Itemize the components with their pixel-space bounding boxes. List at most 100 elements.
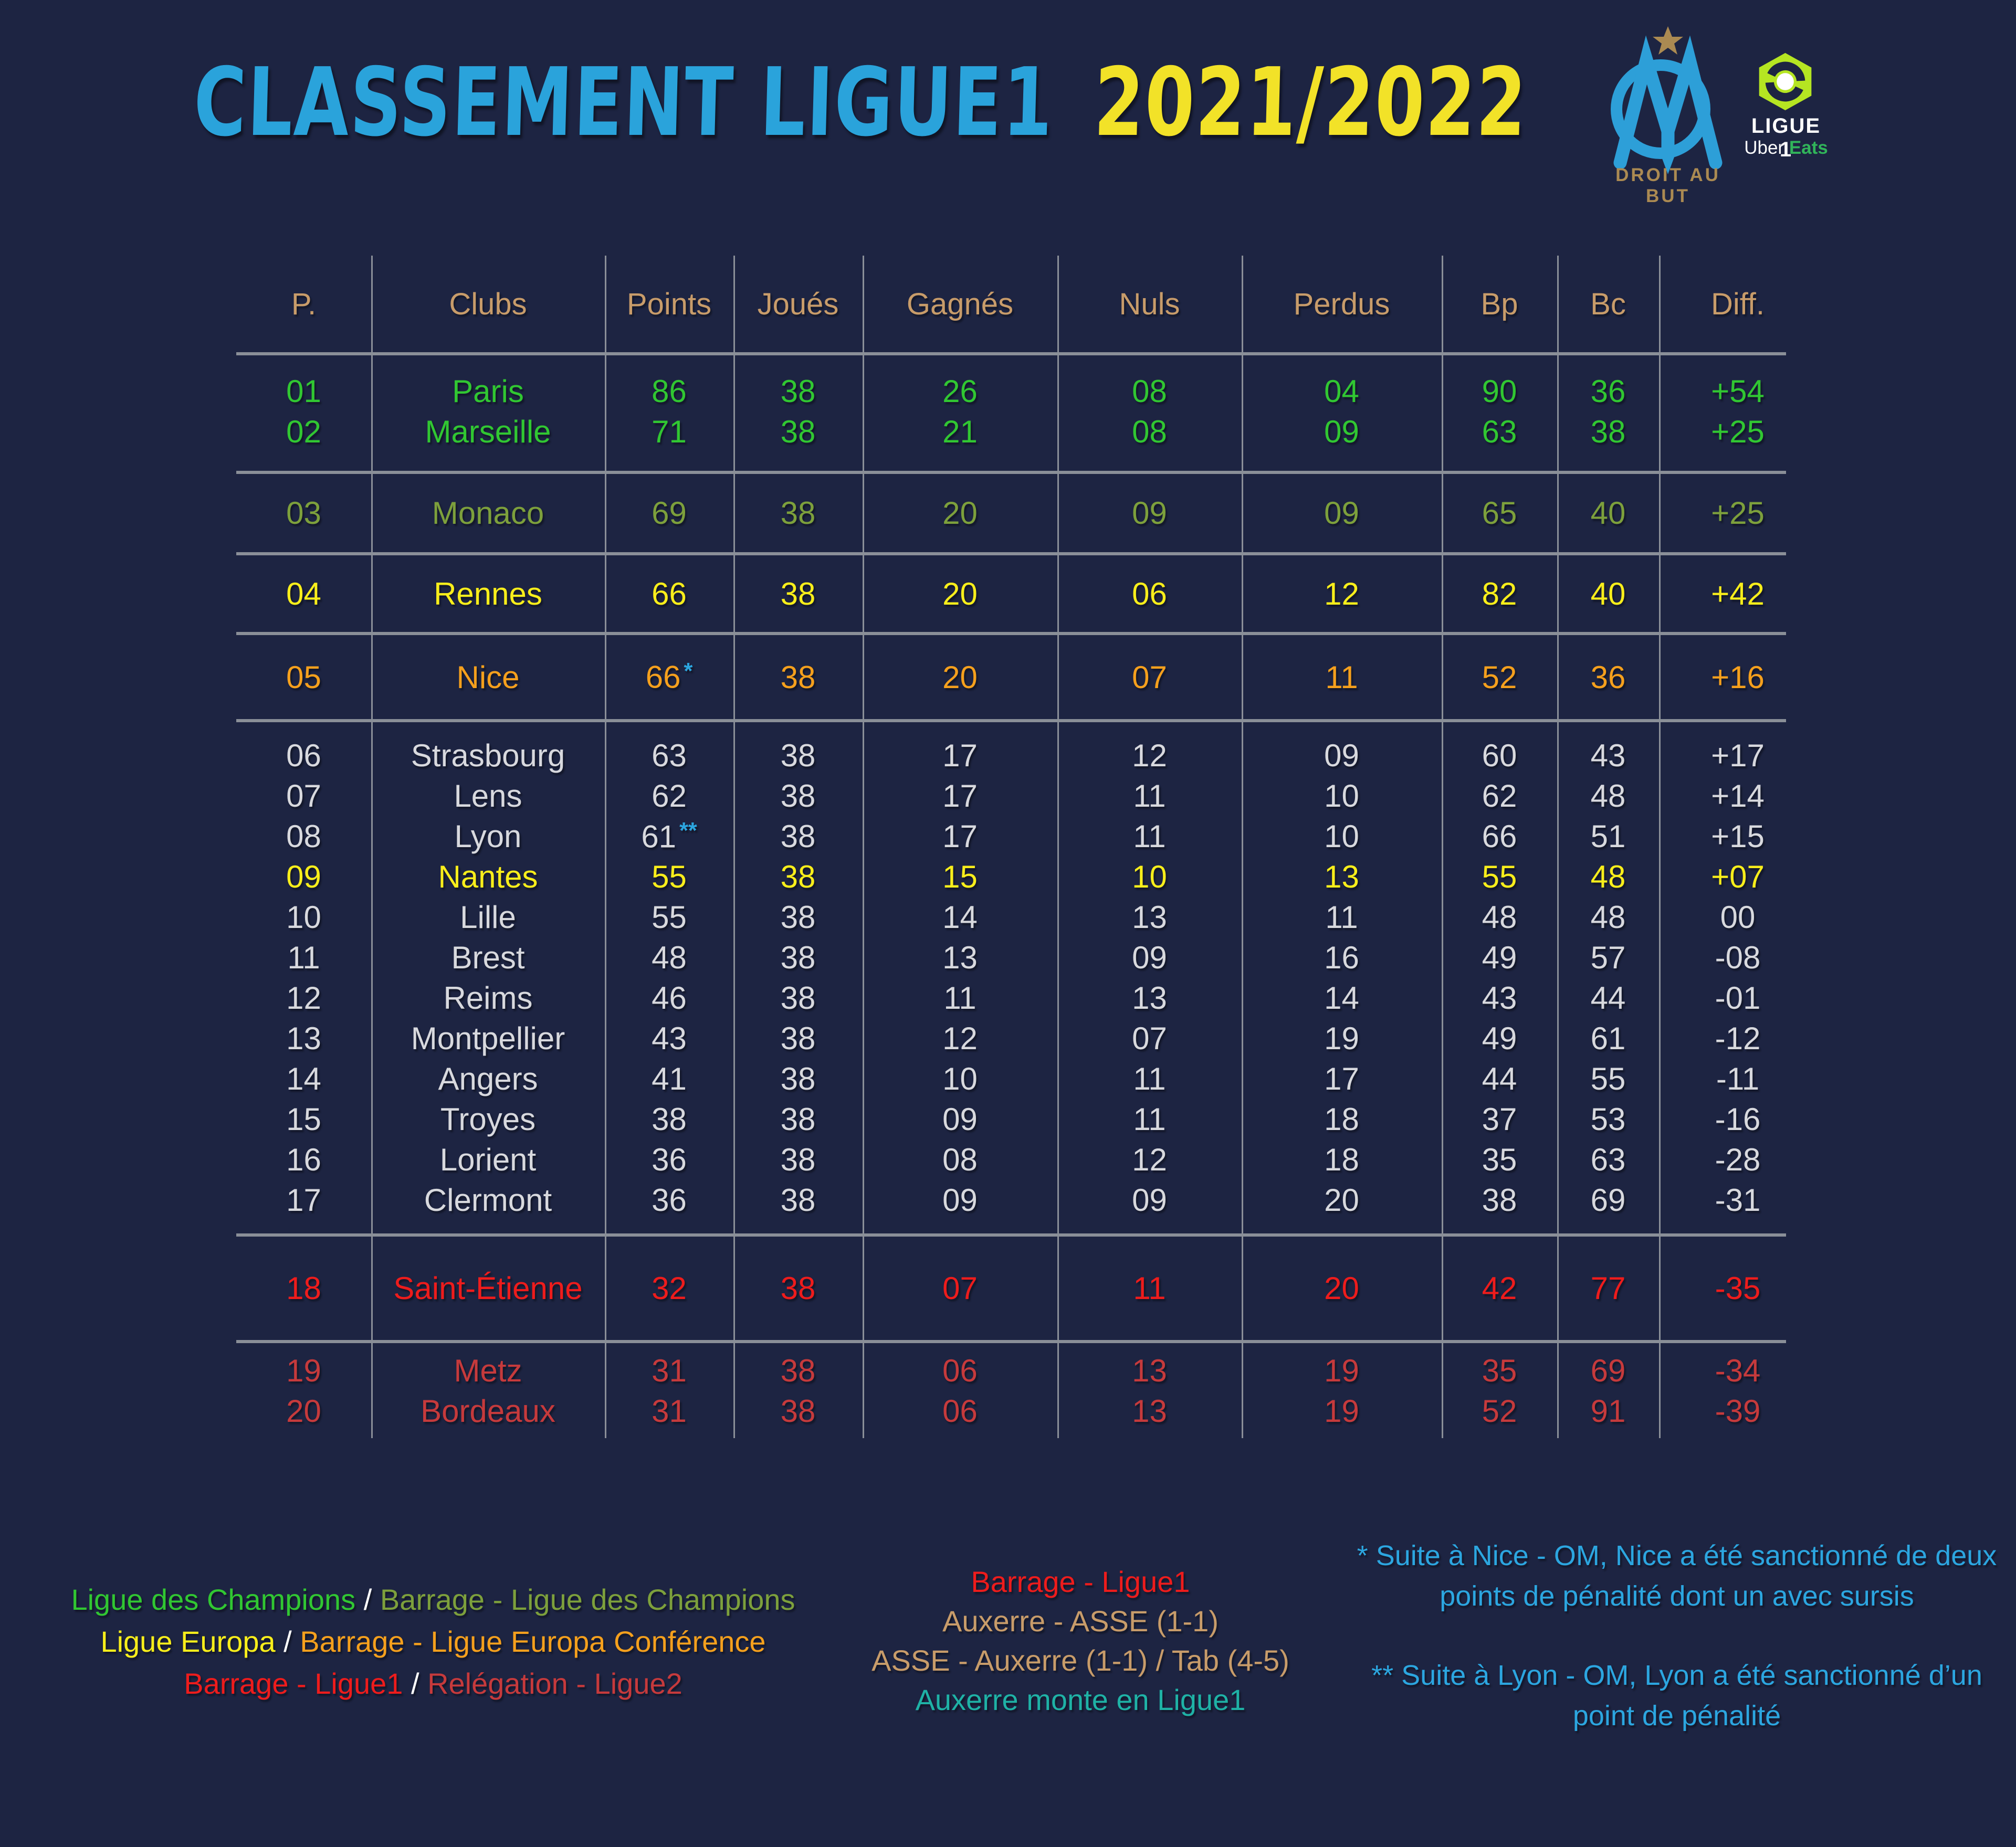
cell-bp: 49 (1482, 1021, 1517, 1056)
playoff-result: Auxerre monte en Ligue1 (915, 1683, 1246, 1716)
cell-nuls: 10 (1132, 859, 1167, 894)
uber-eats-wordmark: Uber Eats (1741, 138, 1831, 159)
column-divider (371, 256, 373, 1438)
header-pos: P. (291, 287, 317, 321)
cell-points: 63 (652, 738, 687, 773)
page-title-main: CLASSEMENT LIGUE1 (192, 48, 1055, 158)
table-row: 05 Nice 66 * 38 20 07 11 52 36 +16 (236, 657, 1816, 698)
cell-points: 61 ** (641, 818, 697, 854)
om-logo (1611, 26, 1723, 174)
header-points: Points (626, 287, 712, 321)
column-divider (605, 256, 606, 1438)
cell-nuls: 11 (1133, 1102, 1166, 1137)
cell-bc: 44 (1590, 980, 1626, 1016)
cell-bp: 60 (1482, 738, 1517, 773)
cell-pos: 01 (286, 374, 321, 409)
cell-points: 66 (652, 576, 687, 611)
header-nuls: Nuls (1119, 287, 1180, 321)
cell-perdus: 10 (1324, 778, 1359, 814)
cell-nuls: 12 (1132, 1142, 1167, 1177)
cell-joues: 38 (780, 980, 816, 1016)
cell-pos: 18 (286, 1271, 321, 1306)
uber-word: Uber (1744, 138, 1784, 158)
column-divider (863, 256, 864, 1438)
table-row: 14 Angers 41 38 10 11 17 44 55 -11 (236, 1059, 1816, 1099)
table-zone-ligue-europa: 04 Rennes 66 38 20 06 12 82 40 +42 (236, 555, 1816, 632)
table-row: 17 Clermont 36 38 09 09 20 38 69 -31 (236, 1180, 1816, 1220)
cell-gagnes: 20 (942, 659, 978, 695)
header-bp: Bp (1480, 287, 1518, 321)
cell-perdus: 17 (1324, 1061, 1359, 1096)
row-divider (236, 352, 1786, 355)
cell-pos: 14 (286, 1061, 321, 1096)
table-zone-ligue-des-champions: 01 Paris 86 38 26 08 04 90 36 +54 02 Marseille 71 38 2… (236, 352, 1816, 471)
cell-joues: 38 (780, 900, 816, 935)
cell-points: 46 (652, 980, 687, 1016)
cell-nuls: 12 (1132, 738, 1167, 773)
cell-nuls: 11 (1133, 819, 1166, 854)
cell-points: 32 (652, 1271, 687, 1306)
column-divider (1659, 256, 1661, 1438)
cell-club: Strasbourg (411, 738, 565, 773)
cell-bp: 49 (1482, 940, 1517, 975)
cell-diff: -39 (1715, 1393, 1761, 1429)
cell-bp: 52 (1482, 659, 1517, 695)
cell-bp: 65 (1482, 495, 1517, 531)
table-row: 03 Monaco 69 38 20 09 09 65 40 +25 (236, 493, 1816, 533)
cell-bp: 48 (1482, 900, 1517, 935)
cell-bc: 77 (1590, 1271, 1626, 1306)
cell-pos: 05 (286, 659, 321, 695)
row-divider (236, 1233, 1786, 1237)
cell-gagnes: 12 (942, 1021, 978, 1056)
cell-pos: 10 (286, 900, 321, 935)
table-header-row: P. Clubs Points Joués Gagnés Nuls Perdus… (236, 256, 1816, 352)
cell-diff: +14 (1711, 778, 1765, 814)
cell-nuls: 13 (1132, 1393, 1167, 1429)
cell-bp: 35 (1482, 1353, 1517, 1388)
cell-joues: 38 (780, 819, 816, 854)
cell-joues: 38 (780, 374, 816, 409)
cell-club: Lens (454, 778, 522, 814)
cell-pos: 20 (286, 1393, 321, 1429)
legend-line: Barrage - Ligue1 / Relégation - Ligue2 (32, 1663, 835, 1705)
cell-joues: 38 (780, 414, 816, 449)
table-zone-barrage-ligue1: 18 Saint-Étienne 32 38 07 11 20 42 77 -35 (236, 1237, 1816, 1340)
cell-pos: 15 (286, 1102, 321, 1137)
cell-diff: +16 (1711, 659, 1765, 695)
cell-club: Brest (451, 940, 525, 975)
cell-club: Lille (460, 900, 516, 935)
om-star-icon (1653, 26, 1683, 55)
cell-diff: -35 (1715, 1271, 1761, 1306)
cell-gagnes: 17 (942, 778, 978, 814)
cell-pos: 16 (286, 1142, 321, 1177)
row-divider (236, 1340, 1786, 1343)
cell-diff: -12 (1715, 1021, 1761, 1056)
cell-diff: +25 (1711, 495, 1765, 531)
playoff-match2: ASSE - Auxerre (1-1) / Tab (4-5) (872, 1644, 1289, 1677)
cell-bp: 66 (1482, 819, 1517, 854)
table-row: 20 Bordeaux 31 38 06 13 19 52 91 -39 (236, 1391, 1816, 1431)
cell-nuls: 09 (1132, 1183, 1167, 1218)
cell-points: 31 (652, 1393, 687, 1429)
cell-bp: 38 (1482, 1183, 1517, 1218)
table-row: 10 Lille 55 38 14 13 11 48 48 00 (236, 897, 1816, 937)
table-row: 09 Nantes 55 38 15 10 13 55 48 +07 (236, 857, 1816, 897)
cell-gagnes: 09 (942, 1183, 978, 1218)
cell-joues: 38 (780, 1271, 816, 1306)
om-m-tail-point (1661, 154, 1675, 174)
row-divider (236, 632, 1786, 635)
cell-perdus: 09 (1324, 738, 1359, 773)
cell-bc: 36 (1590, 659, 1626, 695)
cell-nuls: 09 (1132, 495, 1167, 531)
cell-bp: 62 (1482, 778, 1517, 814)
cell-pos: 06 (286, 738, 321, 773)
cell-joues: 38 (780, 1142, 816, 1177)
cell-club: Montpellier (411, 1021, 565, 1056)
table-row: 13 Montpellier 43 38 12 07 19 49 61 -12 (236, 1018, 1816, 1059)
cell-bc: 48 (1590, 900, 1626, 935)
cell-club: Angers (438, 1061, 538, 1096)
cell-bc: 43 (1590, 738, 1626, 773)
cell-diff: +25 (1711, 414, 1765, 449)
cell-points: 66 * (645, 659, 693, 695)
cell-gagnes: 08 (942, 1142, 978, 1177)
